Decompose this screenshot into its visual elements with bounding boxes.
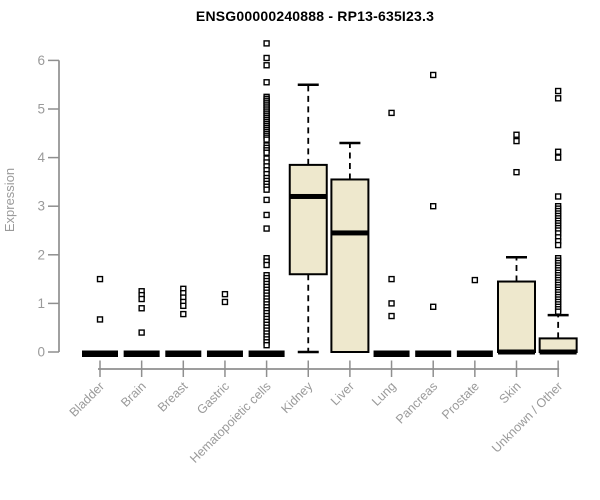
outlier-point xyxy=(221,298,229,306)
outlier-point xyxy=(138,329,145,336)
x-category-label: Prostate xyxy=(439,379,482,422)
outlier-point xyxy=(138,295,145,303)
outlier-point xyxy=(263,186,270,193)
outlier-point xyxy=(554,87,562,95)
box-hematopoietic-cells xyxy=(248,350,285,357)
median-line xyxy=(289,193,327,199)
box-liver xyxy=(330,178,370,353)
x-category-label: Hematopoietic cells xyxy=(187,379,274,466)
x-category-label: Bladder xyxy=(67,379,107,419)
outlier-point xyxy=(388,300,395,307)
outlier-point xyxy=(554,193,562,200)
box-brain xyxy=(123,350,160,357)
outlier-point xyxy=(554,308,562,315)
outlier-point xyxy=(263,261,270,269)
x-category-label: Unknown / Other xyxy=(489,379,565,455)
outlier-point xyxy=(263,62,270,69)
y-tick-label: 5 xyxy=(37,102,45,117)
box-prostate xyxy=(456,350,493,357)
box-lung xyxy=(373,350,410,357)
x-category-label: Gastric xyxy=(194,379,232,417)
median-line xyxy=(498,349,535,355)
outlier-point xyxy=(263,79,270,86)
outlier-point xyxy=(388,109,395,117)
outlier-point xyxy=(430,202,437,210)
box-breast xyxy=(165,350,202,357)
box-bladder xyxy=(82,350,118,357)
y-axis-label: Expression xyxy=(2,167,17,233)
outlier-point xyxy=(554,241,562,249)
y-tick-label: 2 xyxy=(37,247,45,262)
outlier-point xyxy=(263,136,270,143)
median-line xyxy=(331,230,369,236)
box-skin xyxy=(497,280,536,353)
y-tick-label: 4 xyxy=(37,150,45,165)
median-line xyxy=(539,349,577,355)
x-category-label: Pancreas xyxy=(393,379,440,426)
outlier-point xyxy=(388,312,395,320)
x-category-label: Kidney xyxy=(278,379,315,416)
outlier-point xyxy=(263,54,270,62)
outlier-point xyxy=(180,310,187,318)
x-category-label: Skin xyxy=(497,379,524,406)
outlier-point xyxy=(138,305,145,312)
outlier-point xyxy=(513,137,520,145)
outlier-point xyxy=(513,168,520,176)
x-category-label: Lung xyxy=(369,379,399,409)
box-gastric xyxy=(206,350,243,357)
outlier-point xyxy=(388,275,395,283)
box-kidney xyxy=(288,163,328,276)
outlier-point xyxy=(430,303,437,311)
x-category-label: Brain xyxy=(118,379,149,410)
outlier-point xyxy=(263,211,270,219)
outlier-point xyxy=(554,154,562,161)
y-tick-label: 3 xyxy=(37,199,45,214)
outlier-point xyxy=(263,341,270,349)
outlier-point xyxy=(96,275,104,283)
y-tick-label: 0 xyxy=(37,345,45,360)
outlier-point xyxy=(554,148,562,155)
x-category-label: Breast xyxy=(155,379,191,415)
y-tick-label: 1 xyxy=(37,296,45,311)
x-category-label: Liver xyxy=(328,379,357,408)
outlier-point xyxy=(180,302,187,310)
outlier-point xyxy=(263,40,270,47)
y-tick-label: 6 xyxy=(37,53,45,68)
outlier-point xyxy=(263,149,270,156)
outlier-point xyxy=(221,290,229,298)
box-pancreas xyxy=(415,350,452,357)
chart-title: ENSG00000240888 - RP13-635I23.3 xyxy=(195,8,435,24)
outlier-point xyxy=(513,131,520,138)
outlier-point xyxy=(554,95,562,102)
outlier-point xyxy=(263,196,270,204)
outlier-point xyxy=(430,71,437,79)
outlier-point xyxy=(471,276,479,284)
outlier-point xyxy=(263,225,270,232)
outlier-point xyxy=(96,316,104,323)
